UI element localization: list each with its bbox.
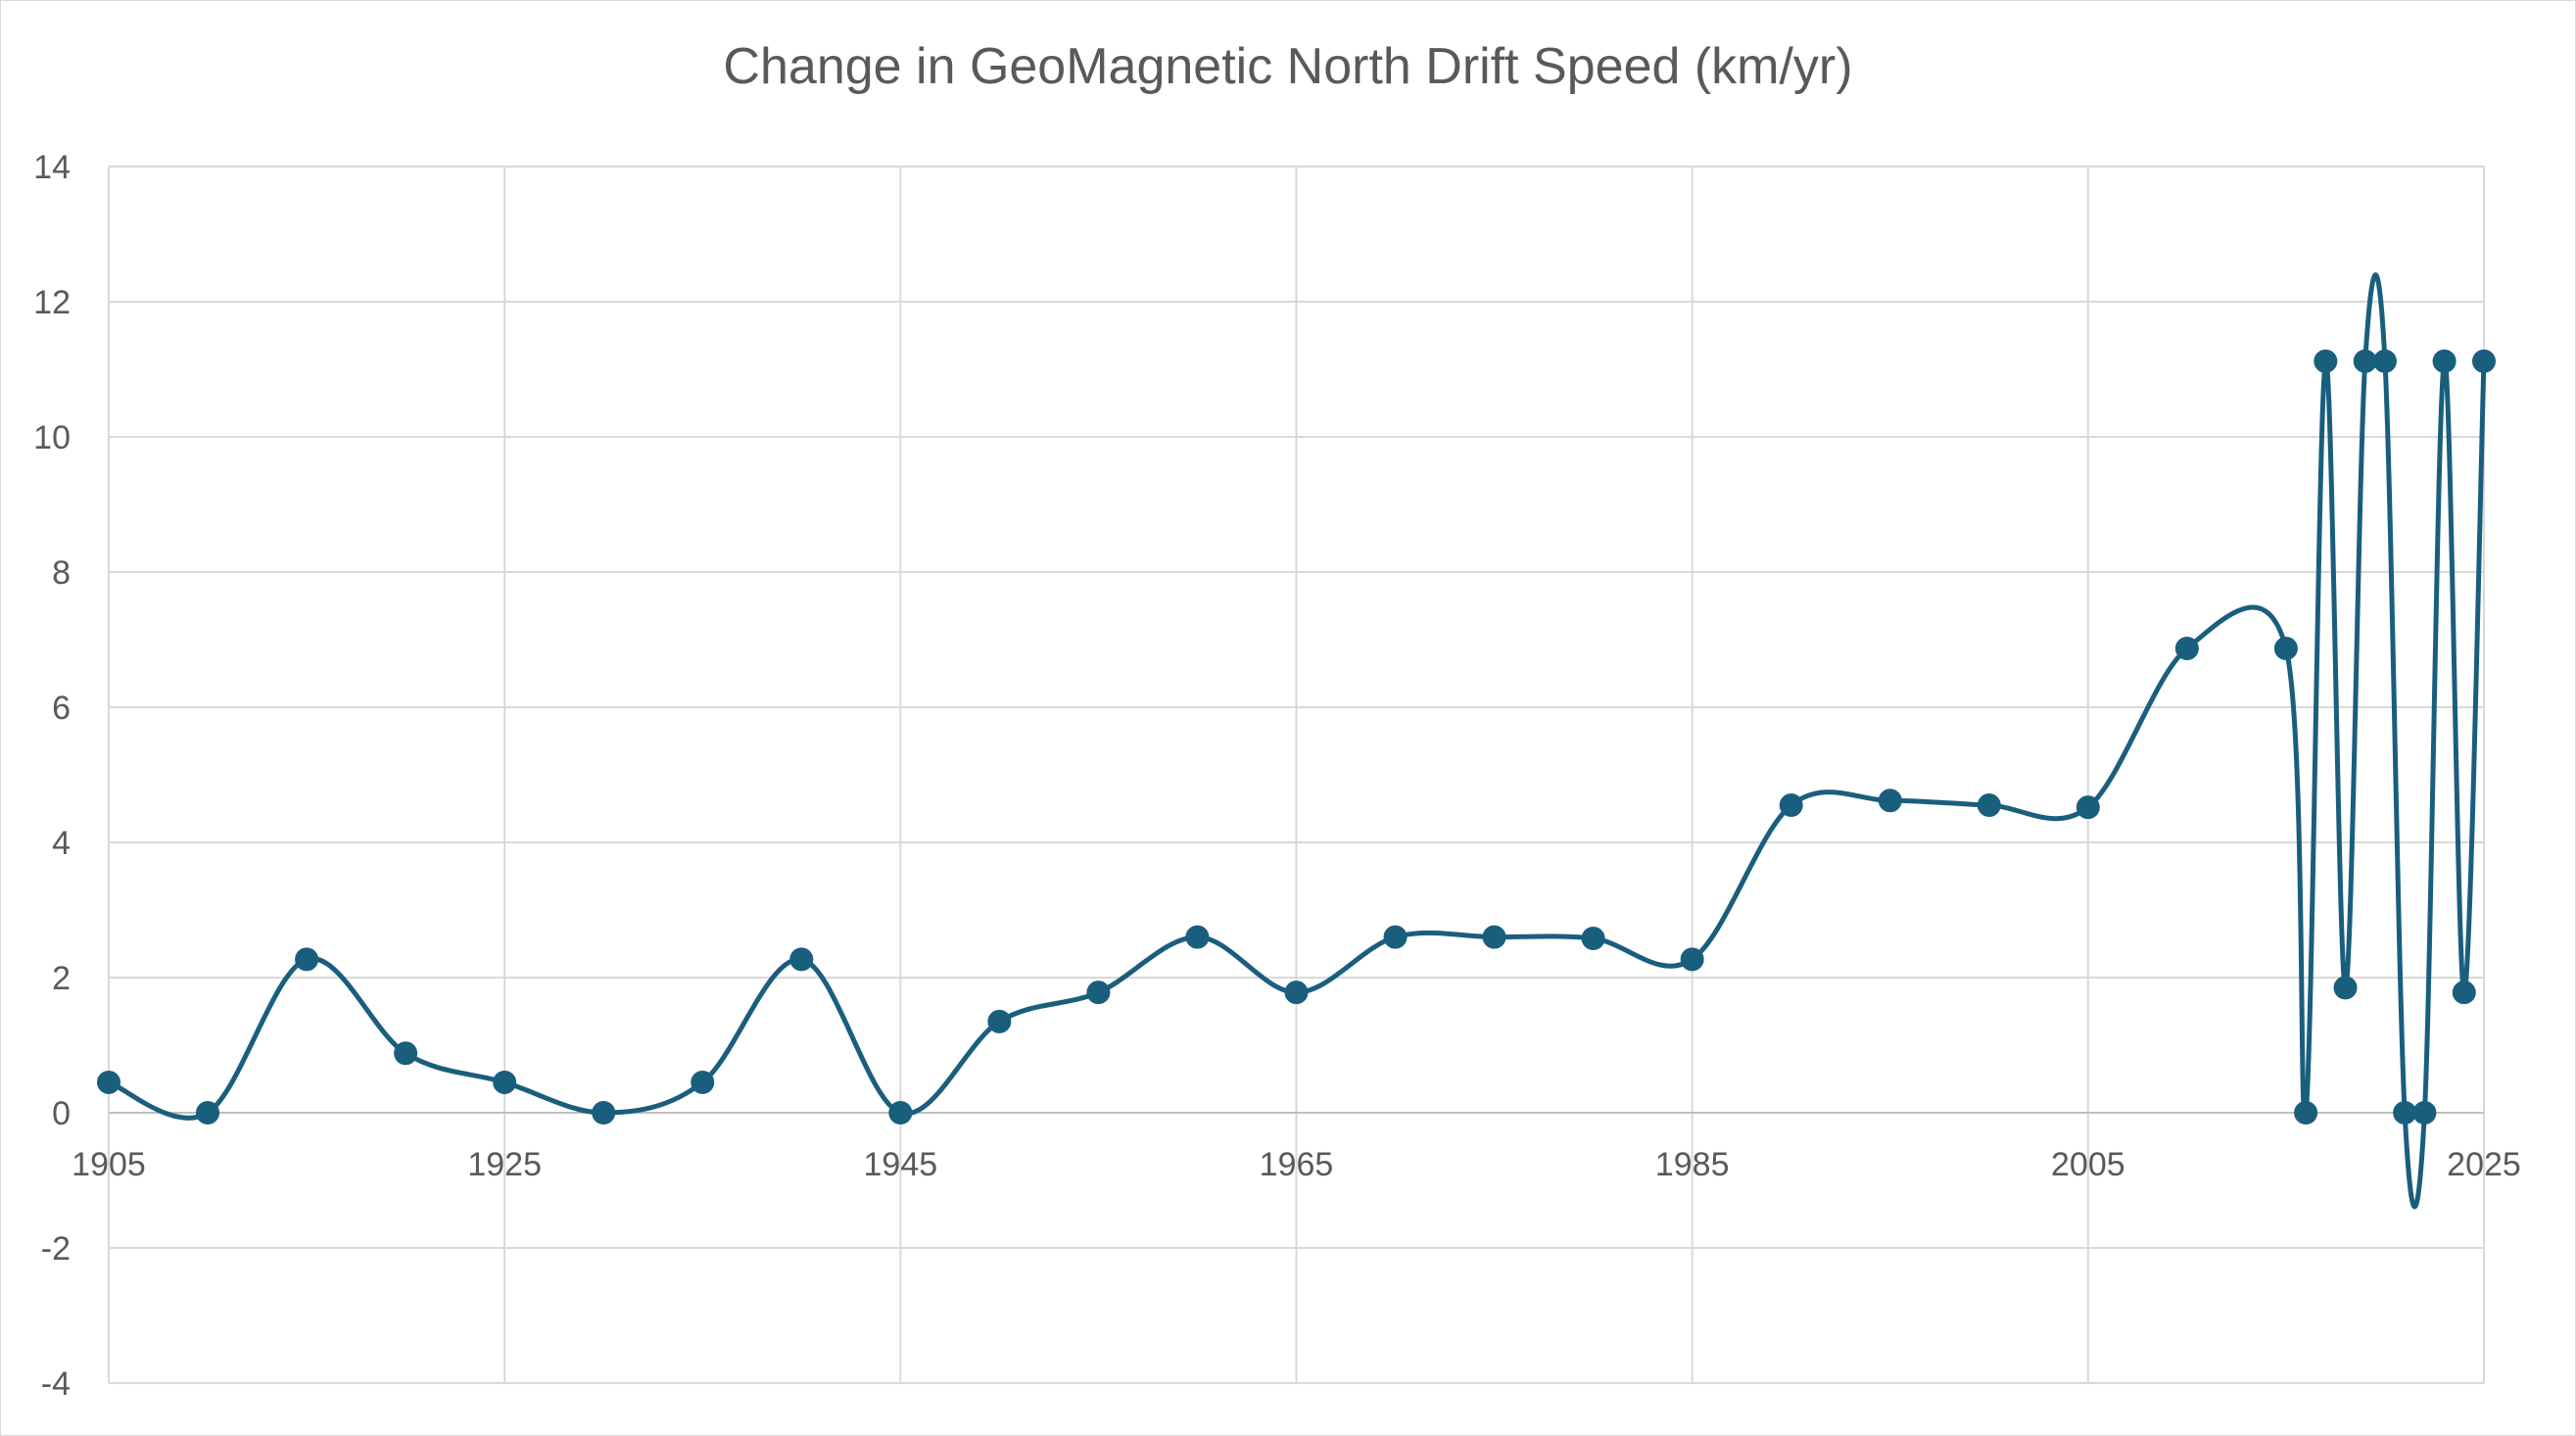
series-group (106, 272, 2487, 1210)
y-tick-label: 2 (52, 960, 71, 997)
data-point (1680, 947, 1704, 972)
data-point (2393, 1101, 2417, 1125)
x-axis-tick-labels: 1905 1925 1945 1965 1985 2005 2025 (72, 1146, 2521, 1183)
data-point (1482, 925, 1506, 949)
y-tick-label: -2 (41, 1230, 71, 1268)
data-point (196, 1101, 220, 1125)
data-point (1581, 926, 1605, 950)
data-point (2412, 1101, 2437, 1125)
data-point (2174, 636, 2199, 660)
data-point (1878, 789, 1902, 813)
data-point (2294, 1101, 2318, 1125)
chart-title: Change in GeoMagnetic North Drift Speed … (723, 38, 1853, 95)
x-tick-label: 1905 (72, 1146, 146, 1183)
y-tick-label: 4 (52, 825, 71, 862)
data-point (2075, 795, 2100, 820)
gridlines (108, 166, 2485, 1384)
x-tick-label: 2005 (2051, 1146, 2125, 1183)
y-tick-label: 0 (52, 1095, 71, 1132)
x-tick-label: 1925 (467, 1146, 542, 1183)
data-point (2472, 349, 2496, 373)
data-point (2432, 349, 2457, 373)
data-point (1779, 793, 1803, 818)
y-tick-label: 6 (52, 690, 71, 727)
data-point (888, 1101, 913, 1125)
data-point (394, 1041, 418, 1066)
series-line (106, 272, 2487, 1210)
x-tick-label: 1945 (864, 1146, 938, 1183)
data-point (97, 1070, 120, 1094)
y-tick-label: 14 (33, 149, 71, 186)
data-point (1383, 925, 1407, 949)
x-tick-label: 1985 (1655, 1146, 1730, 1183)
data-point (987, 1009, 1012, 1033)
y-tick-label: 10 (33, 419, 71, 456)
data-point (2273, 636, 2298, 660)
data-point (1284, 981, 1309, 1005)
data-point (493, 1070, 517, 1094)
data-point (2452, 981, 2476, 1005)
y-tick-label: -4 (41, 1365, 71, 1403)
data-point (2314, 349, 2338, 373)
data-point (1185, 925, 1210, 949)
data-point (2353, 349, 2377, 373)
data-point (295, 947, 319, 972)
data-point (2372, 349, 2397, 373)
x-tick-label: 2025 (2447, 1146, 2521, 1183)
data-point (789, 947, 814, 972)
y-tick-label: 12 (33, 284, 71, 321)
data-point (592, 1101, 616, 1125)
data-point (2333, 976, 2358, 1000)
data-point (1086, 981, 1111, 1005)
x-tick-label: 1965 (1260, 1146, 1334, 1183)
data-point (1977, 793, 2001, 818)
y-axis-tick-labels: -4 -2 0 2 4 6 8 10 12 14 (33, 149, 71, 1403)
data-points (97, 349, 2496, 1125)
y-tick-label: 8 (52, 554, 71, 592)
data-point (691, 1070, 715, 1094)
